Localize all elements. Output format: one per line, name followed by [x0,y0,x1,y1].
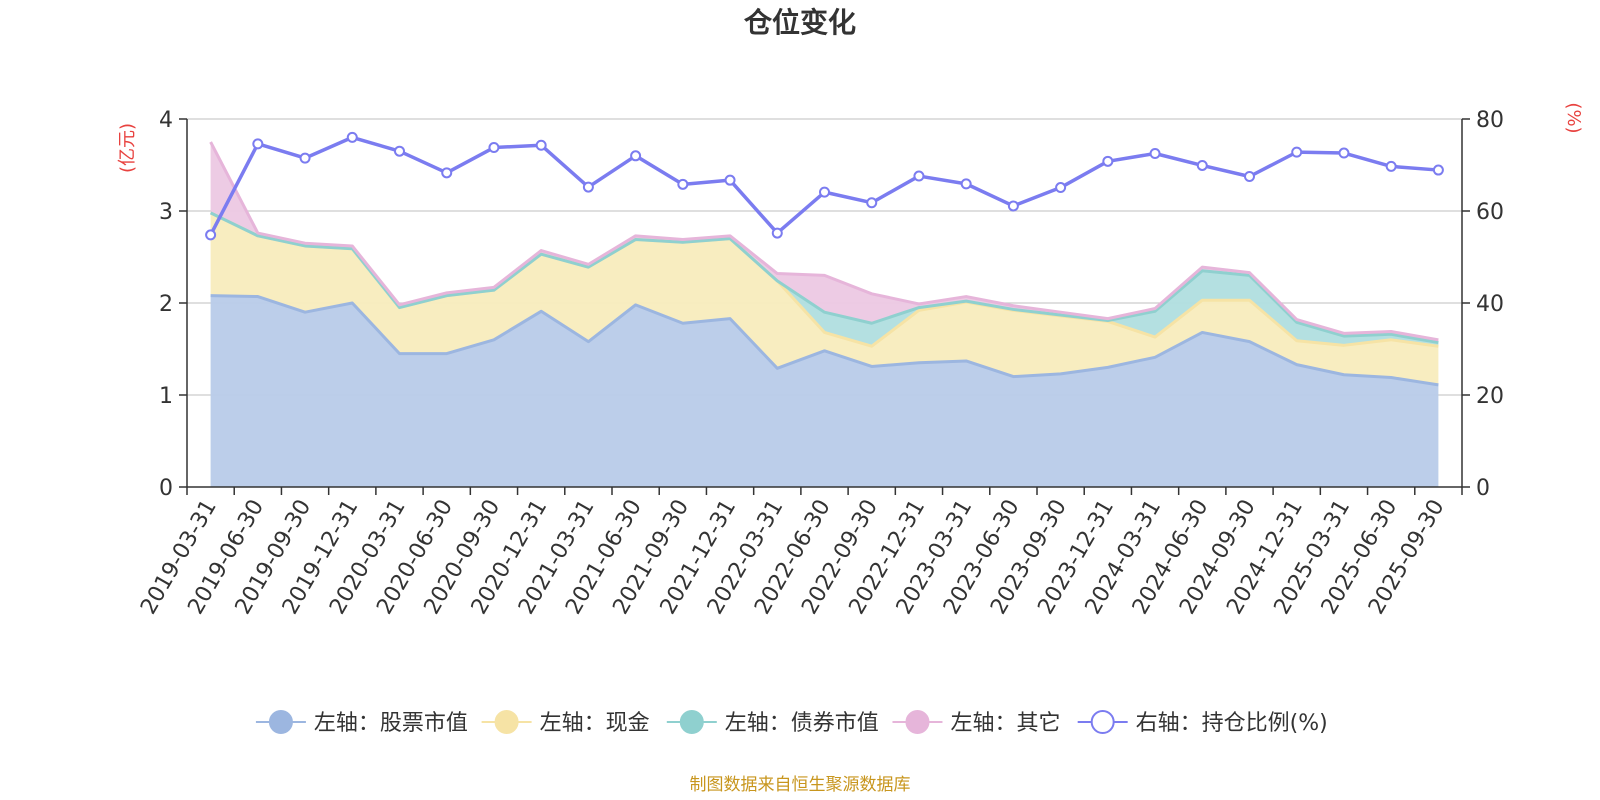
ratio-point [299,152,311,164]
ratio-line [205,131,1444,241]
area-series-4-edge [209,141,1439,342]
ratio-point [1196,159,1208,171]
legend-label: 左轴：股票市值 [314,711,468,736]
ratio-point [771,227,783,239]
legend-item-5: 右轴：持仓比例(%) [1077,710,1328,736]
area-series-2 [210,212,1439,385]
legend-marker [494,710,519,734]
ratio-point [205,229,217,241]
ratio-point [582,181,594,193]
left-tick-label: 2 [159,292,173,317]
ratio-point [1007,200,1019,212]
legend: 左轴：股票市值 左轴：现金 左轴：债券市值 左轴：其它 右轴：持仓比例(%) [255,710,1328,736]
ratio-point [677,178,689,190]
right-tick-label: 60 [1476,200,1504,225]
ratio-point [1055,182,1067,194]
chart-title: 仓位变化 [744,6,856,39]
ratio-point [488,142,500,154]
right-tick-label: 20 [1476,384,1504,409]
left-axis-unit: (亿元) [117,123,138,173]
left-tick-label: 4 [159,108,173,133]
ratio-point [724,174,736,186]
ratio-point [819,186,830,198]
source-note: 制图数据来自恒生聚源数据库 [690,775,911,795]
ratio-point [630,150,642,162]
left-tick-label: 3 [159,200,173,225]
ratio-point [913,170,925,182]
legend-item-3: 左轴：债券市值 [666,710,879,736]
ratio-point [1291,146,1303,158]
ratio-point [346,131,358,143]
right-tick-label: 0 [1476,476,1490,501]
right-axis-unit: (%) [1563,102,1584,133]
stacked-areas [209,141,1439,487]
ratio-point [1149,148,1161,159]
area-series-1 [210,295,1439,487]
area-series-4 [210,142,1439,343]
legend-item-4: 左轴：其它 [892,710,1060,736]
ratio-point [441,167,453,179]
area-series-1-edge [210,294,1439,387]
legend-marker [679,710,704,734]
right-tick-label: 80 [1476,108,1504,133]
ratio-point [1102,155,1114,167]
ratio-point [960,178,972,190]
ratio-point [394,145,405,157]
ratio-point [535,139,547,151]
legend-label: 左轴：其它 [950,711,1060,736]
ratio-point [1432,164,1444,176]
legend-marker [905,710,930,734]
ratio-point [1338,147,1350,159]
legend-marker [268,710,293,734]
ratio-point [866,197,878,209]
legend-item-1: 左轴：股票市值 [255,710,468,736]
legend-label: 左轴：现金 [540,711,650,736]
left-tick-label: 0 [159,476,173,501]
ratio-point [1244,171,1255,182]
legend-marker [1090,710,1115,734]
left-tick-label: 1 [159,384,173,409]
area-series-3-edge [209,211,1439,345]
ratio-point [252,138,264,150]
legend-item-2: 左轴：现金 [481,710,650,736]
legend-label: 左轴：债券市值 [725,711,879,736]
right-tick-label: 40 [1476,292,1504,317]
legend-label: 右轴：持仓比例(%) [1136,711,1328,736]
ratio-point [1385,160,1397,172]
